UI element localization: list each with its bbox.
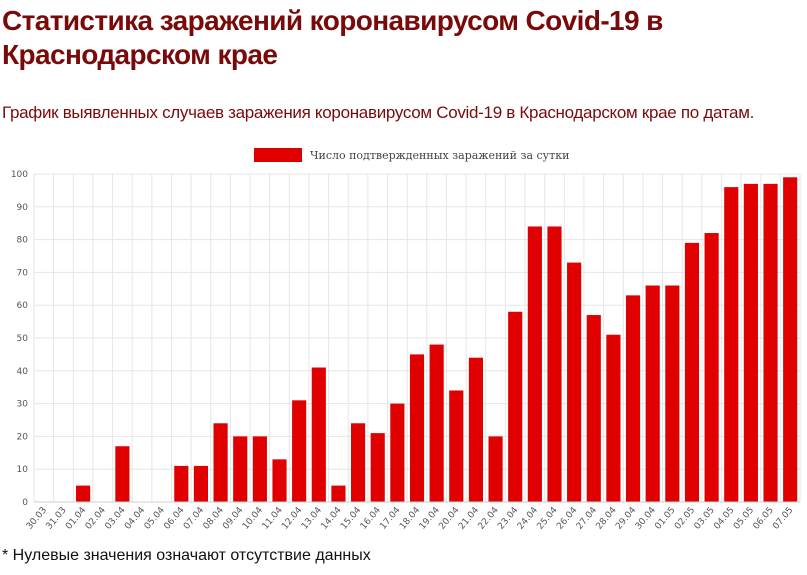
bar-29.04[interactable] [625, 295, 641, 502]
x-tick-label: 17.04 [378, 505, 402, 531]
x-tick-label: 07.04 [182, 505, 206, 531]
y-tick-label: 30 [17, 400, 29, 410]
x-tick-label: 22.04 [477, 505, 501, 531]
x-tick-label: 02.04 [84, 505, 108, 531]
y-axis: 0 10 20 30 40 50 60 70 80 90 100 [11, 170, 28, 508]
y-tick-label: 0 [22, 498, 28, 508]
x-tick-label: 02.05 [673, 506, 697, 532]
bar-14.04[interactable] [331, 485, 346, 502]
y-tick-label: 40 [17, 367, 29, 377]
bar-03.05[interactable] [704, 233, 719, 502]
bar-11.04[interactable] [272, 459, 287, 502]
x-tick-label: 03.05 [693, 506, 717, 532]
bar-13.04[interactable] [311, 367, 326, 502]
bar-06.05[interactable] [763, 183, 778, 502]
x-tick-label: 28.04 [594, 505, 618, 531]
x-tick-label: 01.04 [64, 505, 88, 531]
x-tick-label: 24.04 [516, 505, 540, 531]
page-title: Статистика заражений коронавирусом Covid… [2, 5, 663, 70]
bar-15.04[interactable] [351, 423, 366, 502]
x-tick-label: 29.04 [614, 505, 638, 531]
x-tick-label: 21.04 [457, 505, 481, 531]
x-tick-label: 30.03 [25, 506, 49, 532]
bar-02.05[interactable] [684, 242, 700, 502]
x-tick-label: 11.04 [261, 505, 285, 531]
x-tick-label: 04.05 [712, 506, 736, 532]
bar-20.04[interactable] [449, 390, 464, 502]
x-tick-label: 25.04 [536, 505, 560, 531]
legend-swatch [254, 148, 302, 162]
bar-01.05[interactable] [665, 285, 680, 502]
bar-28.04[interactable] [606, 334, 621, 502]
y-tick-label: 80 [17, 236, 29, 246]
x-tick-label: 05.04 [143, 505, 167, 531]
bar-08.04[interactable] [213, 423, 228, 502]
bar-07.05[interactable] [783, 177, 798, 502]
bar-01.04[interactable] [76, 485, 91, 502]
bar-26.04[interactable] [567, 262, 582, 502]
bar-07.04[interactable] [193, 465, 209, 502]
legend[interactable]: Число подтвержденных заражений за сутки [254, 148, 569, 162]
x-tick-label: 05.05 [732, 506, 756, 532]
y-tick-label: 70 [17, 268, 29, 278]
x-tick-label: 23.04 [496, 505, 520, 531]
bars [76, 177, 798, 502]
bar-24.04[interactable] [527, 226, 542, 502]
legend-label: Число подтвержденных заражений за сутки [310, 149, 569, 162]
x-tick-label: 19.04 [418, 505, 442, 531]
y-tick-label: 100 [11, 170, 28, 180]
x-tick-label: 20.04 [437, 505, 461, 531]
x-tick-label: 12.04 [280, 505, 304, 531]
x-tick-label: 13.04 [300, 505, 324, 531]
bar-30.04[interactable] [645, 285, 660, 502]
x-tick-label: 18.04 [398, 505, 422, 531]
bar-17.04[interactable] [390, 403, 405, 502]
bar-10.04[interactable] [252, 436, 267, 502]
y-tick-label: 90 [17, 203, 29, 213]
bar-27.04[interactable] [586, 315, 601, 502]
bar-16.04[interactable] [370, 433, 385, 502]
bar-19.04[interactable] [429, 344, 444, 502]
bar-06.04[interactable] [174, 465, 189, 502]
x-tick-label: 06.04 [162, 505, 186, 531]
grid-lines [33, 173, 801, 503]
x-tick-label: 07.05 [771, 506, 795, 532]
bar-22.04[interactable] [488, 436, 503, 502]
y-tick-label: 20 [17, 432, 29, 442]
x-tick-label: 26.04 [555, 505, 579, 531]
bar-05.05[interactable] [743, 183, 758, 502]
x-tick-label: 06.05 [752, 506, 776, 532]
bar-04.05[interactable] [724, 187, 739, 502]
x-tick-label: 08.04 [202, 505, 226, 531]
x-tick-label: 01.05 [653, 506, 677, 532]
y-tick-label: 10 [17, 465, 29, 475]
x-tick-label: 04.04 [123, 505, 147, 531]
x-tick-label: 14.04 [320, 505, 344, 531]
x-tick-label: 10.04 [241, 505, 265, 531]
bar-25.04[interactable] [547, 226, 562, 502]
bar-09.04[interactable] [233, 436, 248, 502]
x-tick-label: 03.04 [103, 505, 127, 531]
bar-chart: Число подтвержденных заражений за сутки … [11, 148, 801, 532]
x-tick-label: 27.04 [575, 505, 599, 531]
x-tick-label: 15.04 [339, 505, 363, 531]
bar-23.04[interactable] [508, 311, 523, 502]
x-tick-label: 31.03 [45, 506, 69, 532]
page-subtitle: График выявленных случаев заражения коро… [2, 103, 755, 122]
bar-18.04[interactable] [409, 354, 425, 502]
footnote: * Нулевые значения означают отсутствие д… [2, 547, 371, 564]
bar-12.04[interactable] [292, 400, 307, 502]
y-tick-label: 60 [17, 301, 29, 311]
bar-03.04[interactable] [115, 446, 130, 502]
x-axis: 30.0331.0301.0402.0403.0404.0405.0406.04… [25, 501, 800, 532]
bar-21.04[interactable] [468, 357, 483, 502]
x-tick-label: 30.04 [634, 505, 658, 531]
x-tick-label: 09.04 [221, 505, 245, 531]
y-tick-label: 50 [17, 334, 29, 344]
x-tick-label: 16.04 [359, 505, 383, 531]
